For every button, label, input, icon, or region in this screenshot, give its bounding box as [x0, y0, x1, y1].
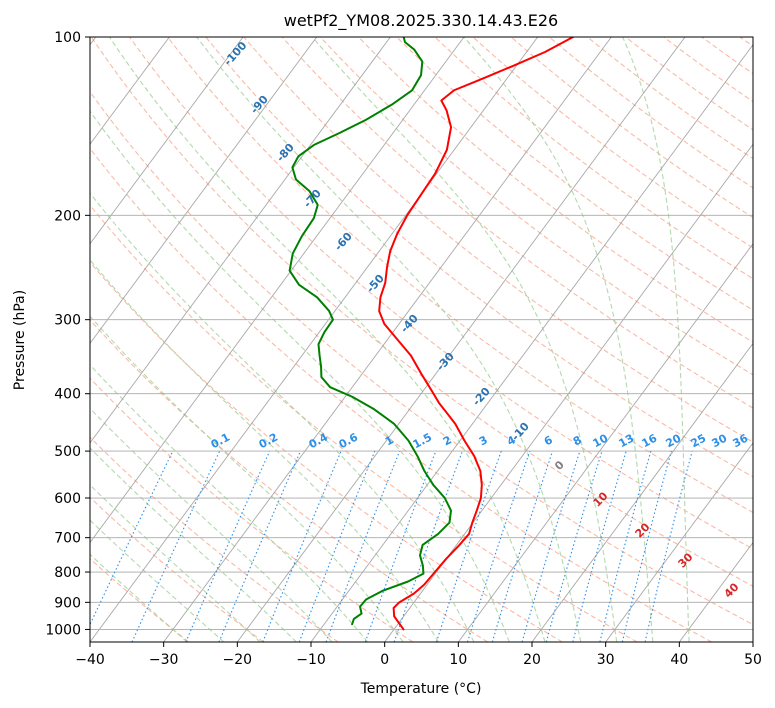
x-tick-label: 0	[380, 652, 389, 668]
y-tick-label: 500	[54, 444, 81, 460]
x-tick-label: −30	[149, 652, 179, 668]
dry-adiabat-line	[90, 204, 638, 642]
mixing-ratio-line	[466, 450, 531, 642]
mixing-ratio-line	[393, 450, 463, 642]
isotherm-line	[163, 37, 612, 642]
isotherm-line	[90, 37, 318, 345]
mixing-ratio-line	[298, 450, 376, 642]
y-tick-label: 600	[54, 491, 81, 507]
profile-lines	[288, 37, 575, 631]
moist-adiabat-line	[196, 37, 582, 642]
isotherm-line	[90, 37, 391, 444]
dry-adiabat-line	[90, 261, 563, 642]
mixing-ratio-label: 30	[710, 431, 730, 450]
x-tick-label: −10	[296, 652, 326, 668]
x-tick-label: 30	[597, 652, 615, 668]
x-tick-label: 10	[449, 652, 467, 668]
plot-frame	[89, 36, 754, 643]
x-tick-label: −20	[223, 652, 253, 668]
mixing-ratio-line	[545, 450, 603, 642]
mixing-ratio-line	[364, 450, 437, 642]
moist-adiabat-line	[90, 364, 369, 642]
moist-adiabat-line	[622, 37, 690, 642]
dry-adiabat-line	[90, 319, 488, 642]
dry-adiabat-line	[167, 37, 753, 514]
temperature-profile-line	[378, 37, 575, 631]
background-lines	[90, 37, 753, 642]
isotherm-line	[310, 43, 753, 642]
mixing-ratio-line	[521, 450, 581, 642]
mixing-ratio-label: 36	[731, 431, 751, 450]
y-tick-label: 200	[54, 208, 81, 224]
moist-adiabat-line	[311, 37, 618, 642]
isotherm-line	[605, 442, 753, 642]
x-axis-title: Temperature (°C)	[360, 681, 482, 697]
mixing-ratio-line	[572, 450, 627, 642]
moist-adiabat-line	[108, 37, 546, 642]
dry-adiabat-line	[281, 37, 753, 409]
x-tick-label: 50	[744, 652, 762, 668]
mixing-ratio-label: 25	[689, 432, 709, 451]
y-tick-label: 900	[54, 595, 81, 611]
dry-adiabat-line	[396, 37, 753, 311]
mixing-ratio-line	[644, 450, 693, 642]
mixing-ratio-line	[218, 450, 301, 642]
mixing-ratio-line	[185, 450, 271, 642]
y-tick-label: 700	[54, 531, 81, 547]
mixing-ratio-line	[491, 450, 554, 642]
isotherm-line	[90, 37, 539, 642]
y-tick-label: 400	[54, 387, 81, 403]
moist-adiabat-line	[90, 110, 510, 642]
mixing-ratio-line	[435, 450, 502, 642]
mixing-ratio-label: 20	[664, 431, 684, 450]
mixing-ratio-label: 16	[640, 431, 660, 450]
chart-title: wetPf2_YM08.2025.330.14.43.E26	[284, 11, 558, 31]
isotherm-line	[457, 243, 753, 642]
x-tick-label: 40	[670, 652, 688, 668]
dewpoint-profile-line	[288, 37, 452, 626]
x-tick-label: −40	[75, 652, 105, 668]
dry-adiabat-line	[90, 147, 712, 642]
isotherm-line	[90, 37, 244, 245]
mixing-ratio-line	[621, 450, 672, 642]
y-axis-title: Pressure (hPa)	[12, 290, 28, 390]
mixing-ratio-line	[325, 450, 401, 642]
moist-adiabat-line	[90, 447, 297, 642]
isotherm-line	[236, 37, 686, 642]
moist-adiabat-line	[463, 37, 654, 642]
dry-adiabat-line	[90, 557, 190, 642]
dry-adiabat-line	[90, 90, 753, 626]
moist-adiabat-line	[90, 315, 404, 642]
y-tick-label: 1000	[45, 622, 81, 638]
moist-adiabat-line	[90, 192, 475, 642]
x-tick-label: 20	[523, 652, 541, 668]
axes: −40 −30 −20 −10 0 10 20 30 40 50 100 200 300 400 500 60…	[45, 30, 762, 668]
y-tick-label: 800	[54, 565, 81, 581]
isotherm-line	[384, 143, 753, 642]
isotherm-line	[531, 342, 753, 642]
moist-adiabat-line	[90, 407, 333, 642]
moist-adiabat-line	[90, 259, 439, 642]
mixing-ratio-label: 13	[617, 432, 637, 451]
mixing-ratio-line	[599, 450, 652, 642]
mixing-ratio-line	[262, 450, 342, 642]
dry-adiabat-line	[243, 37, 753, 443]
y-tick-label: 100	[54, 30, 81, 46]
isotherm-line	[90, 37, 170, 146]
mixing-ratio-label: 10	[591, 431, 611, 450]
isotherm-line	[90, 37, 465, 544]
moist-adiabat-line	[90, 484, 261, 642]
y-tick-label: 300	[54, 313, 81, 329]
